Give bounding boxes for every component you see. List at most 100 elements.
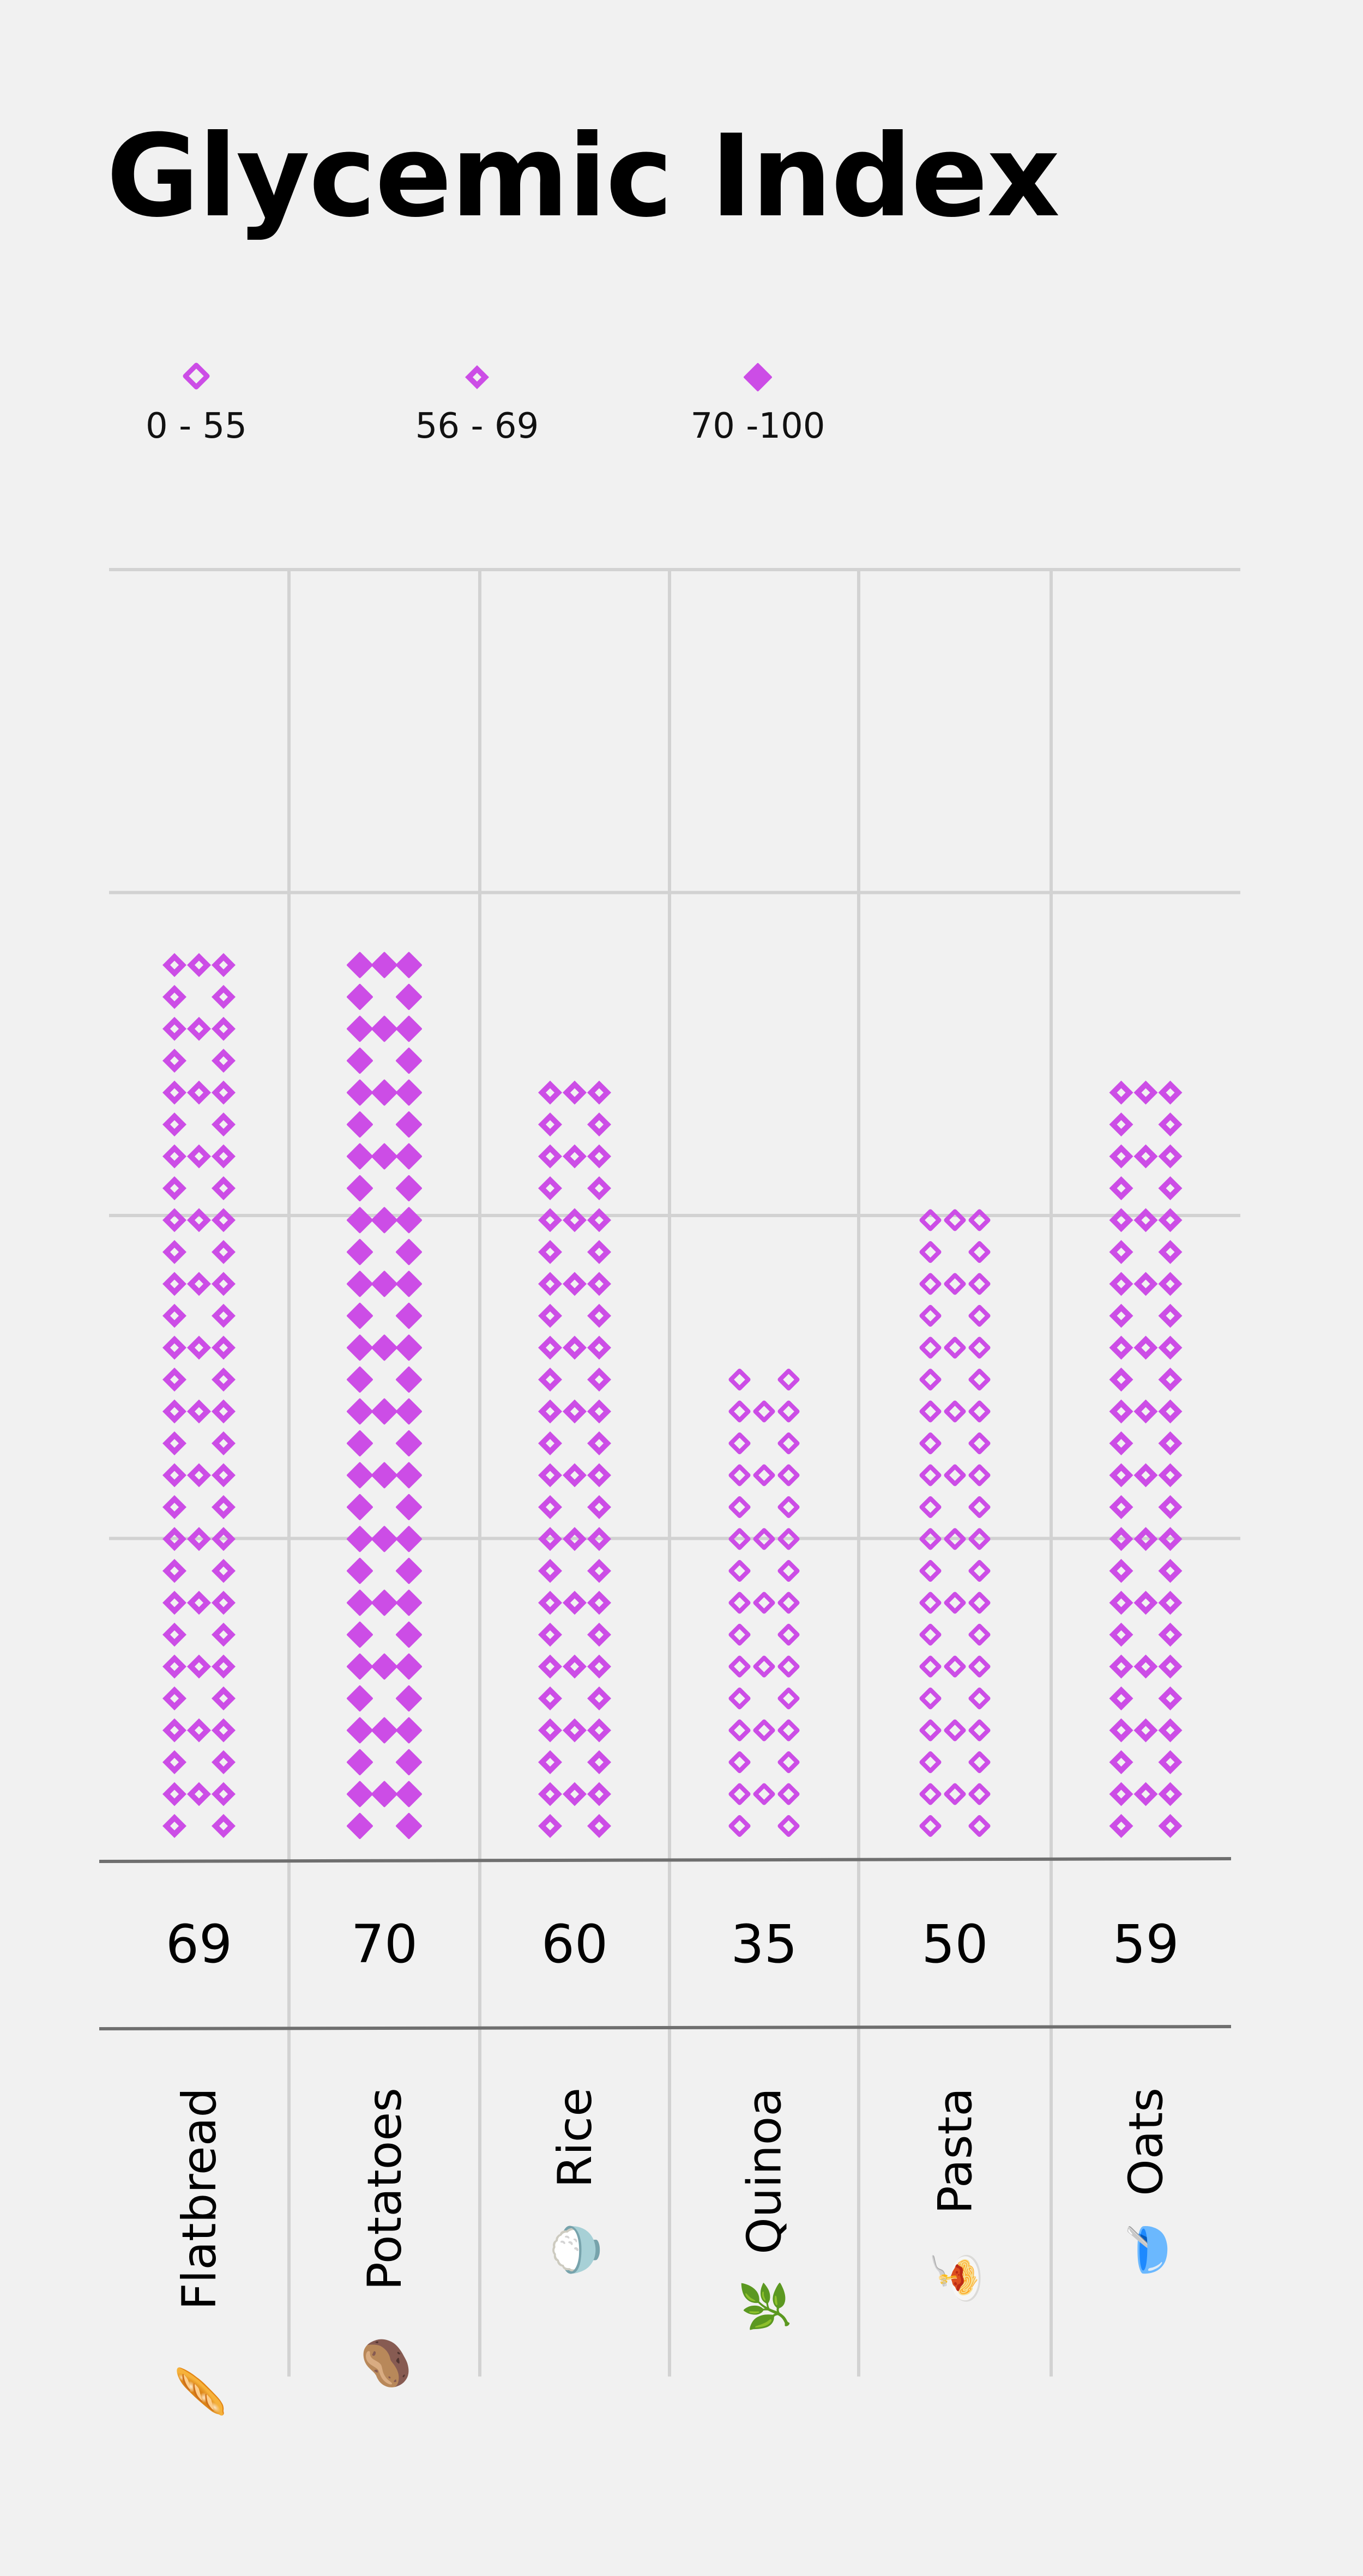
data-diamond [396,1622,422,1648]
data-diamond [212,1304,236,1328]
data-diamond [538,1527,562,1551]
data-diamond [371,1781,397,1807]
data-diamond [371,1653,397,1680]
data-diamond [777,1369,800,1390]
data-diamond [944,1209,966,1231]
data-diamond [587,1368,611,1392]
grid-lines [99,568,1240,2377]
data-diamond [1109,1368,1133,1392]
data-diamond [347,1558,373,1584]
legend-item-high: 70 -100 [660,354,856,463]
data-diamond [396,1015,422,1042]
data-diamond [919,1528,942,1550]
category-label: Rice [548,2088,602,2188]
data-diamond [728,1432,751,1454]
data-diamond [371,1589,397,1616]
data-diamond [396,1494,422,1520]
data-diamond [1109,1686,1133,1710]
data-diamond [187,1017,211,1041]
data-diamond [919,1305,942,1327]
data-diamond [1109,1559,1133,1583]
data-diamond [187,1654,211,1679]
data-diamond [162,1049,186,1073]
data-diamond [162,1399,186,1424]
data-diamond [728,1624,751,1646]
data-diamond [212,1272,236,1296]
data-diamond [563,1718,587,1743]
data-diamond [563,1463,587,1487]
data-diamond [1109,1240,1133,1264]
data-diamond [587,1623,611,1647]
data-diamond [777,1751,800,1773]
value-label: 60 [541,1914,608,1975]
data-diamond [162,1017,186,1041]
data-diamond [1133,1399,1158,1424]
data-diamond [777,1400,800,1423]
data-diamond [968,1241,991,1263]
data-diamond [919,1688,942,1709]
data-diamond [347,1717,373,1744]
data-diamond [1158,1686,1183,1710]
data-diamond [347,1079,373,1106]
data-diamond [396,1111,422,1138]
data-diamond [187,1208,211,1232]
data-diamond [538,1240,562,1264]
category-label: Pasta [928,2088,983,2214]
data-diamond [212,1782,236,1806]
data-diamond [563,1208,587,1232]
data-diamond [538,1750,562,1774]
data-diamond [538,1272,562,1296]
data-diamond [919,1496,942,1518]
data-diamond [212,1017,236,1041]
data-diamond [728,1496,751,1518]
data-diamond [1158,1304,1183,1328]
data-diamond [1109,1272,1133,1296]
data-diamond [587,1527,611,1551]
data-diamond [587,1112,611,1136]
legend-item-mid: 56 - 69 [379,354,575,463]
data-diamond [162,1431,186,1455]
data-diamond [728,1751,751,1773]
data-diamond [777,1719,800,1741]
data-diamond [162,1750,186,1774]
data-diamond [968,1528,991,1550]
data-diamond [1109,1782,1133,1806]
data-diamond [1109,1112,1133,1136]
data-diamond [919,1719,942,1741]
category-emoji-icon: 🥖 [175,2365,226,2419]
data-diamond [728,1592,751,1614]
data-diamond [1158,1559,1183,1583]
data-diamond [396,1430,422,1456]
data-diamond [347,1398,373,1425]
data-diamond [538,1176,562,1200]
data-diamond [1133,1591,1158,1615]
data-diamond [396,1717,422,1744]
data-diamond [919,1432,942,1454]
data-diamond [587,1686,611,1710]
data-diamond [212,1368,236,1392]
data-diamond [212,1049,236,1073]
data-diamond [563,1527,587,1551]
data-diamond [162,1176,186,1200]
data-diamond [396,1334,422,1361]
data-diamond [187,1718,211,1743]
data-diamond [538,1591,562,1615]
data-diamond [538,1304,562,1328]
data-diamond [212,985,236,1009]
data-diamond [212,1686,236,1710]
data-diamond [538,1112,562,1136]
data-diamond [538,1814,562,1838]
data-diamond [538,1654,562,1679]
data-diamond [162,1591,186,1615]
data-diamond [919,1655,942,1678]
data-diamond [563,1080,587,1105]
data-diamond [587,1591,611,1615]
data-diamond [587,1718,611,1743]
data-diamond [728,1655,751,1678]
data-diamond [1109,1304,1133,1328]
legend-label-mid: 56 - 69 [415,406,539,446]
data-diamond [212,1591,236,1615]
data-diamond [1158,1495,1183,1519]
data-diamond [1158,1272,1183,1296]
data-diamond [777,1560,800,1582]
